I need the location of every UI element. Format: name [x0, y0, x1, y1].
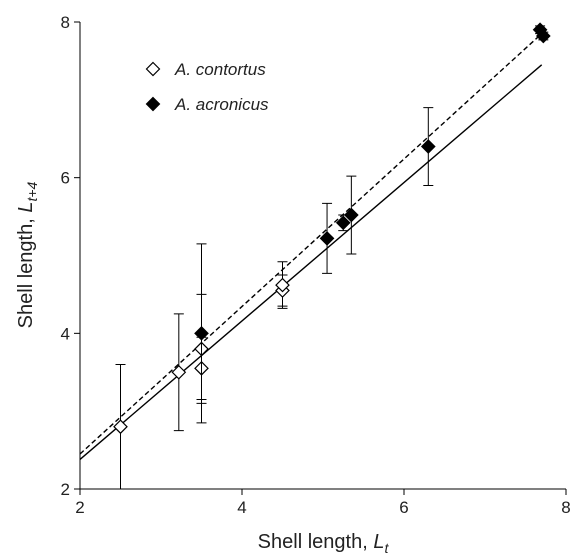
label-text: Shell length, [15, 213, 37, 329]
x-tick-label: 8 [561, 498, 570, 517]
point [275, 277, 290, 293]
x-axis-label: Shell length, Lt [258, 531, 390, 556]
point [420, 139, 436, 154]
legend-marker [145, 96, 161, 112]
y-tick-label: 6 [61, 169, 70, 188]
point [344, 207, 359, 223]
point [535, 28, 551, 44]
point [113, 419, 128, 435]
x-tick-label: 6 [399, 498, 408, 517]
legend-label: A. contortus [174, 60, 266, 79]
label-var: L [15, 202, 37, 213]
point [319, 231, 335, 246]
fit-line [79, 64, 543, 460]
label-var: L [373, 531, 384, 553]
y-tick-label: 2 [61, 480, 70, 499]
point [335, 215, 351, 231]
fit-line [79, 33, 543, 455]
y-tick-label: 8 [61, 13, 70, 32]
legend-marker [145, 61, 161, 77]
label-sub: t [384, 540, 389, 556]
x-tick-label: 2 [75, 498, 84, 517]
legend-label: A. acronicus [174, 95, 269, 114]
label-text: Shell length, [258, 531, 374, 553]
label-sub: t+4 [24, 181, 40, 201]
point [171, 364, 187, 380]
y-axis-label: Shell length, Lt+4 [15, 181, 40, 328]
x-tick-label: 4 [237, 498, 246, 517]
y-tick-label: 4 [61, 324, 70, 343]
point [194, 325, 209, 341]
